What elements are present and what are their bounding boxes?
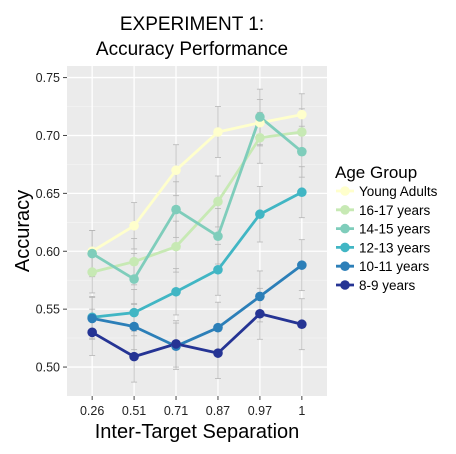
- y-tick-label: 0.60: [36, 245, 60, 259]
- legend-title: Age Group: [335, 163, 417, 182]
- data-point-4-4: [255, 291, 265, 302]
- y-tick-label: 0.65: [36, 187, 60, 201]
- x-tick-label: 0.51: [122, 404, 146, 418]
- plot-panel: [67, 66, 327, 396]
- legend-label: 14-15 years: [359, 222, 431, 237]
- y-axis-ticks: 0.50 0.55 0.60 0.65 0.70 0.75: [36, 71, 67, 375]
- legend-label: 8-9 years: [359, 278, 416, 293]
- data-point-1-4: [255, 132, 265, 143]
- x-tick-label: 0.71: [164, 404, 188, 418]
- data-point-3-1: [129, 307, 139, 318]
- chart-title-line-1: EXPERIMENT 1:: [120, 14, 264, 35]
- y-tick-label: 0.75: [36, 71, 60, 85]
- data-point-0-2: [171, 165, 181, 176]
- y-tick-label: 0.70: [36, 129, 60, 143]
- legend-key-dot: [340, 261, 350, 272]
- data-point-2-5: [297, 146, 307, 157]
- legend-label: 12-13 years: [359, 240, 431, 255]
- data-point-5-5: [297, 319, 307, 330]
- data-point-5-2: [171, 339, 181, 349]
- y-tick-label: 0.50: [36, 361, 60, 375]
- series-line-5: [91, 312, 303, 359]
- x-tick-label: 1: [298, 404, 305, 418]
- data-point-2-4: [255, 112, 265, 122]
- data-point-1-3: [213, 196, 223, 207]
- legend-key-dot: [340, 223, 350, 234]
- series-lines: [91, 113, 303, 359]
- legend-label: Young Adults: [359, 184, 438, 199]
- x-axis-ticks: 0.26 0.51 0.71 0.87 0.97 1: [80, 396, 305, 418]
- series-line-4: [91, 264, 303, 348]
- legend-key-dot: [340, 186, 350, 196]
- data-point-2-0: [87, 248, 97, 259]
- legend-key-dot: [340, 280, 350, 290]
- chart-title-line-2: Accuracy Performance: [96, 39, 288, 60]
- legend-key-dot: [340, 242, 350, 253]
- data-point-3-3: [213, 264, 223, 275]
- series-line-2: [91, 115, 303, 281]
- data-point-2-3: [213, 231, 223, 242]
- data-point-2-1: [129, 274, 139, 284]
- data-point-5-3: [213, 348, 223, 358]
- data-point-1-1: [129, 256, 139, 267]
- series-points: [87, 109, 307, 362]
- data-point-0-1: [129, 220, 139, 231]
- x-tick-label: 0.87: [206, 404, 230, 418]
- data-point-5-0: [87, 327, 97, 338]
- data-point-3-5: [297, 187, 307, 198]
- data-point-4-3: [213, 322, 223, 333]
- legend-key-dot: [340, 205, 350, 215]
- data-point-5-1: [129, 351, 139, 362]
- y-axis-title: Accuracy: [12, 190, 34, 272]
- legend-label: 16-17 years: [359, 203, 431, 218]
- y-tick-label: 0.55: [36, 303, 60, 317]
- legend: Age Group Young Adults 16-17 years 14-15 y…: [335, 163, 438, 293]
- data-point-4-0: [87, 313, 97, 324]
- x-axis-title: Inter-Target Separation: [95, 421, 300, 443]
- data-point-5-4: [255, 308, 265, 319]
- x-tick-label: 0.97: [248, 404, 272, 418]
- legend-label: 10-11 years: [359, 259, 430, 274]
- data-point-1-5: [297, 127, 307, 137]
- data-point-2-2: [171, 204, 181, 215]
- data-point-4-5: [297, 260, 307, 270]
- data-point-3-2: [171, 286, 181, 297]
- data-point-4-1: [129, 321, 139, 332]
- data-point-1-2: [171, 241, 181, 252]
- data-point-3-4: [255, 209, 265, 220]
- series-line-3: [92, 190, 303, 319]
- data-point-0-5: [297, 109, 307, 120]
- data-point-1-0: [87, 267, 97, 277]
- x-tick-label: 0.26: [80, 404, 104, 418]
- data-point-0-3: [213, 127, 223, 137]
